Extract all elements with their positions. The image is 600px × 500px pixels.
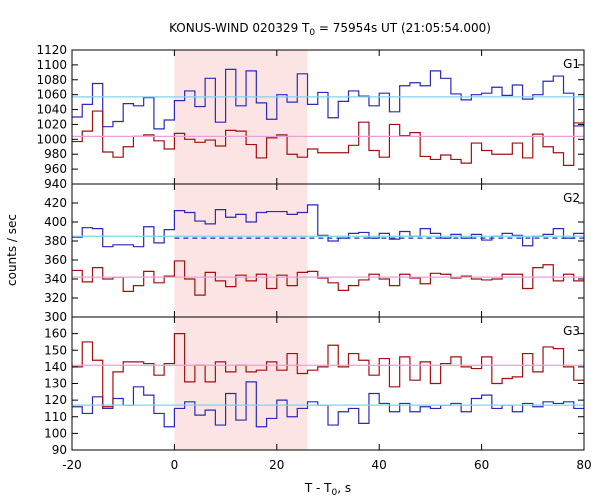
- y-tick-label: 1120: [36, 43, 67, 57]
- y-tick-label: 380: [44, 234, 67, 248]
- panel-name-label: G2: [563, 191, 580, 205]
- y-tick-label: 1040: [36, 103, 67, 117]
- series-blue-step-line: [72, 381, 584, 428]
- y-tick-label: 1100: [36, 58, 67, 72]
- x-axis-label: T - T0, s: [304, 481, 351, 498]
- chart-title-main: KONUS-WIND 020329 T: [169, 21, 310, 35]
- y-tick-label: 360: [44, 253, 67, 267]
- highlight-region: [174, 184, 308, 317]
- y-tick-label: 90: [52, 443, 67, 457]
- y-axis-label: counts / sec: [5, 214, 19, 286]
- chart-title: KONUS-WIND 020329 T0 = 75954s UT (21:05:…: [169, 21, 491, 38]
- x-tick-label: 20: [269, 458, 284, 472]
- chart-panels: 9409609801000102010401060108011001120G13…: [36, 43, 591, 472]
- series-red-step-line: [72, 260, 584, 296]
- y-tick-label: 1000: [36, 132, 67, 146]
- chart-title-subscript: 0: [309, 28, 315, 38]
- y-tick-label: 320: [44, 291, 67, 305]
- x-tick-label: -20: [62, 458, 82, 472]
- y-tick-label: 120: [44, 393, 67, 407]
- y-tick-label: 1080: [36, 73, 67, 87]
- series-red-step-line: [72, 333, 584, 408]
- y-tick-label: 140: [44, 360, 67, 374]
- x-axis-label-main: T - T: [304, 481, 332, 495]
- panel-name-label: G1: [563, 57, 580, 71]
- highlight-region: [174, 50, 308, 184]
- y-tick-label: 960: [44, 162, 67, 176]
- y-tick-label: 940: [44, 177, 67, 191]
- x-tick-label: 0: [171, 458, 179, 472]
- panel-g3: 90 100 110 120 130 140 150 160 G3: [44, 316, 585, 457]
- series-red-step-line: [72, 110, 584, 166]
- x-tick-label: 40: [372, 458, 387, 472]
- panel-frame: [71, 316, 585, 451]
- y-tick-label: 110: [44, 410, 67, 424]
- y-tick-label: 300: [44, 310, 67, 324]
- y-tick-label: 1060: [36, 88, 67, 102]
- x-tick-label: 60: [474, 458, 489, 472]
- y-tick-label: 150: [44, 343, 67, 357]
- panel-frame: [71, 183, 585, 318]
- highlight-region: [174, 317, 308, 450]
- panel-g2: 300 320 340 360 380 400 420 G2: [44, 183, 585, 324]
- y-tick-label: 340: [44, 272, 67, 286]
- y-tick-label: 1020: [36, 117, 67, 131]
- y-tick-label: 160: [44, 327, 67, 341]
- x-axis-label-rest: , s: [337, 481, 351, 495]
- panel-name-label: G3: [563, 324, 580, 338]
- series-blue-step-line: [72, 68, 584, 130]
- y-tick-label: 130: [44, 377, 67, 391]
- chart-title-rest: = 75954s UT (21:05:54.000): [315, 21, 491, 35]
- y-tick-label: 100: [44, 426, 67, 440]
- x-axis-label-subscript: 0: [332, 488, 338, 498]
- y-tick-label: 980: [44, 147, 67, 161]
- y-tick-label: 420: [44, 196, 67, 210]
- x-tick-label: 80: [576, 458, 591, 472]
- y-tick-label: 400: [44, 215, 67, 229]
- series-blue-step-line: [72, 204, 584, 248]
